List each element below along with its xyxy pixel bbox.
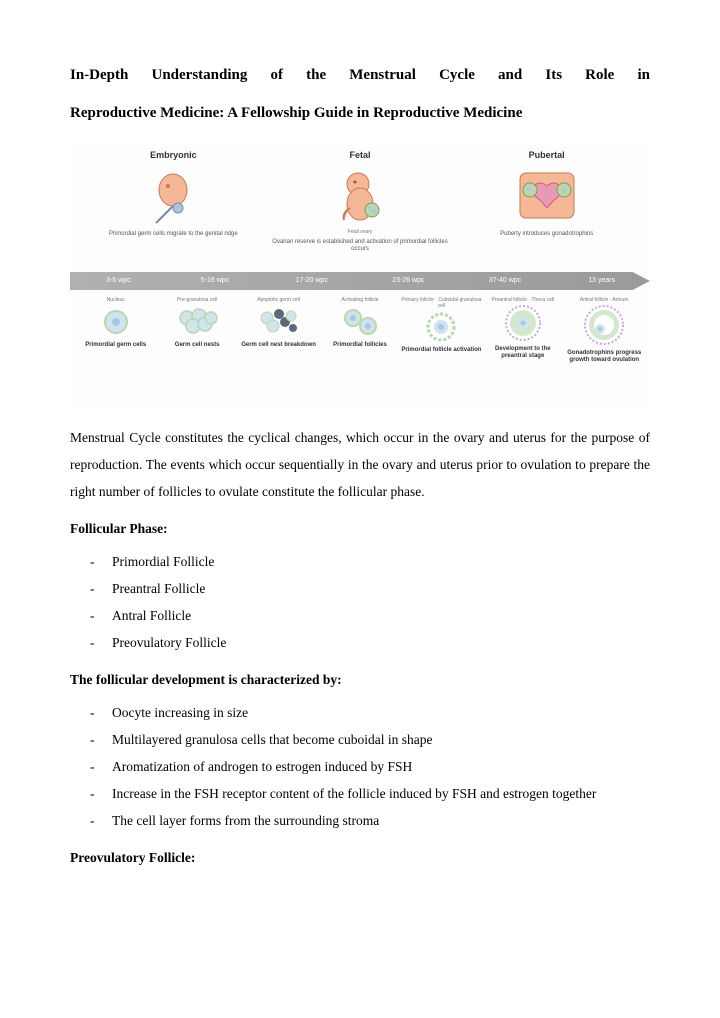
follicle-stage: Antral follicle · Antrum Gonadotrophins … [564,298,645,378]
stage-label: Embryonic [150,146,197,164]
list-item: Oocyte increasing in size [112,699,650,726]
stage-embryonic: Embryonic Primordial germ cells migrate … [80,146,267,266]
stage-fetal: Fetal Fetal ovary Ovarian reserve is est… [267,146,454,266]
list-item: Preantral Follicle [112,575,650,602]
timeline-tick: 17-20 wpc [263,274,360,288]
list-item: Aromatization of androgen to estrogen in… [112,753,650,780]
follicle-stage: Pre-granulosa cell Germ cell nests [156,298,237,378]
timeline-tick: 37-40 wpc [457,274,554,288]
pelvis-icon [512,168,582,228]
stage-label: Fetal [350,146,371,164]
stage-caption: Puberty introduces gonadotrophins [500,231,593,238]
timeline-tick: 23-26 wpc [360,274,457,288]
follicle-stage: Preantral follicle · Theca cell Developm… [482,298,563,378]
development-list: Oocyte increasing in size Multilayered g… [70,699,650,834]
stage-caption: Primordial germ cells migrate to the gen… [109,231,238,238]
timeline-tick: 3-5 wpc [70,274,167,288]
timeline-arrow: 3-5 wpc 5-16 wpc 17-20 wpc 23-26 wpc 37-… [70,272,650,290]
page-title-line1: In-Depth Understanding of the Menstrual … [70,60,650,90]
follicle-stage: Activating follicle Primordial follicles [319,298,400,378]
follicular-list: Primordial Follicle Preantral Follicle A… [70,548,650,656]
lifecycle-diagram: Embryonic Primordial germ cells migrate … [70,146,650,406]
follicle-label: Primordial follicle activation [401,347,481,354]
primordial-follicle-icon [340,304,380,338]
list-item: Preovulatory Follicle [112,629,650,656]
list-item: Antral Follicle [112,602,650,629]
list-item: Increase in the FSH receptor content of … [112,780,650,807]
follicle-label: Gonadotrophins progress growth toward ov… [564,350,645,364]
nest-breakdown-icon [257,304,301,338]
stage-caption: Ovarian reserve is established and activ… [267,239,454,253]
follicle-label: Germ cell nest breakdown [241,342,316,349]
follicle-label: Primordial germ cells [85,342,146,349]
stage-row: Embryonic Primordial germ cells migrate … [70,146,650,266]
list-item: The cell layer forms from the surroundin… [112,807,650,834]
preovulatory-heading: Preovulatory Follicle: [70,844,650,871]
development-heading: The follicular development is characteri… [70,666,650,693]
embryo-icon [148,168,198,228]
timeline-tick: 5-16 wpc [167,274,264,288]
stage-label: Pubertal [529,146,565,164]
timeline-tick: 13 years [553,274,650,288]
antral-icon [580,304,628,346]
follicle-stage: Apoptotic germ cell Germ cell nest break… [238,298,319,378]
list-item: Multilayered granulosa cells that become… [112,726,650,753]
follicle-row: Nucleus Primordial germ cells Pre-granul… [70,298,650,378]
preantral-icon [501,304,545,342]
follicle-stage: Nucleus Primordial germ cells [75,298,156,378]
follicle-top-label: Primary follicle · Cuboidal granulosa ce… [401,298,482,309]
fetal-ovary-label: Fetal ovary [348,230,373,236]
follicle-label: Development to the preantral stage [482,346,563,360]
stage-pubertal: Pubertal Puberty introduces gonadotrophi… [453,146,640,266]
primordial-germ-icon [101,304,131,338]
follicle-label: Germ cell nests [175,342,220,349]
germ-nest-icon [175,304,219,338]
list-item: Primordial Follicle [112,548,650,575]
intro-paragraph: Menstrual Cycle constitutes the cyclical… [70,424,650,505]
follicle-activation-icon [421,309,461,343]
follicular-phase-heading: Follicular Phase: [70,515,650,542]
page-title-line2: Reproductive Medicine: A Fellowship Guid… [70,98,650,128]
follicle-stage: Primary follicle · Cuboidal granulosa ce… [401,298,482,378]
fetus-icon [330,168,390,230]
follicle-label: Primordial follicles [333,342,387,349]
